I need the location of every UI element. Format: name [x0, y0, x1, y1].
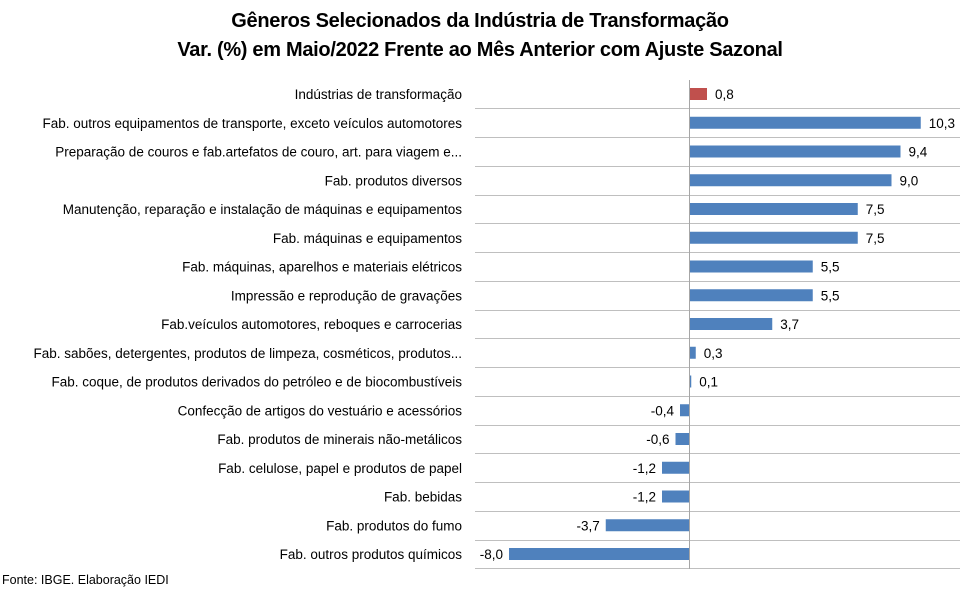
- bar: [680, 404, 689, 417]
- category-label: Fab.veículos automotores, reboques e car…: [161, 317, 462, 332]
- bar: [675, 433, 689, 445]
- bar: [689, 260, 813, 273]
- category-label: Impressão e reprodução de gravações: [231, 288, 462, 303]
- value-label: -0,4: [651, 403, 675, 418]
- value-label: 5,5: [821, 260, 840, 275]
- category-label: Fab. outros equipamentos de transporte, …: [43, 116, 463, 131]
- bar: [689, 346, 696, 359]
- bar: [662, 490, 689, 503]
- chart-subtitle: Var. (%) em Maio/2022 Frente ao Mês Ante…: [177, 39, 783, 61]
- value-label: 0,3: [704, 346, 723, 361]
- bar: [689, 116, 921, 129]
- value-label: 9,0: [900, 173, 919, 188]
- value-label: 7,5: [866, 202, 885, 217]
- bar: [662, 461, 689, 474]
- category-label: Fab. produtos do fumo: [326, 518, 462, 533]
- category-label: Manutenção, reparação e instalação de má…: [63, 202, 463, 217]
- gridlines: [475, 108, 960, 569]
- bar: [689, 318, 773, 330]
- category-label: Fab. produtos de minerais não-metálicos: [217, 432, 462, 447]
- value-label: 9,4: [909, 145, 928, 160]
- category-labels: Indústrias de transformação Fab. outros e…: [34, 87, 463, 562]
- value-label: -8,0: [480, 547, 503, 562]
- bars: [509, 88, 921, 560]
- category-label: Fab. bebidas: [384, 490, 462, 505]
- value-label: 5,5: [821, 288, 840, 303]
- category-label: Fab. outros produtos químicos: [280, 547, 463, 562]
- category-label: Fab. sabões, detergentes, produtos de li…: [34, 346, 463, 361]
- category-label: Fab. celulose, papel e produtos de papel: [218, 461, 462, 476]
- value-label: -1,2: [633, 490, 656, 505]
- value-label: 10,3: [929, 116, 955, 131]
- value-label: 0,8: [715, 87, 734, 102]
- bar: [689, 375, 692, 388]
- category-label: Indústrias de transformação: [295, 87, 462, 102]
- bar: [689, 289, 813, 302]
- value-label: -0,6: [646, 432, 669, 447]
- category-label: Confecção de artigos do vestuário e aces…: [178, 403, 463, 418]
- category-label: Fab. máquinas, aparelhos e materiais elé…: [182, 260, 462, 275]
- value-labels: 0,8 10,39,4 9,0 7,5 7,5 5,5 5,5 3,7 0,3 0,1 -0,4 -0…: [480, 87, 955, 562]
- bar: [689, 231, 858, 244]
- category-label: Fab. máquinas e equipamentos: [273, 231, 462, 246]
- bar: [689, 145, 901, 158]
- bar: [605, 519, 689, 532]
- value-label: 3,7: [780, 317, 799, 332]
- chart-title: Gêneros Selecionados da Indústria de Tra…: [231, 10, 729, 32]
- value-label: -3,7: [576, 518, 599, 533]
- category-label: Fab. coque, de produtos derivados do pet…: [51, 375, 462, 390]
- category-label: Fab. produtos diversos: [325, 173, 463, 188]
- value-label: 7,5: [866, 231, 885, 246]
- bar: [509, 548, 689, 560]
- bar: [689, 203, 858, 215]
- bar: [689, 174, 892, 187]
- bar: [689, 88, 707, 100]
- category-label: Preparação de couros e fab.artefatos de …: [55, 145, 462, 160]
- value-label: 0,1: [699, 375, 718, 390]
- source-note: Fonte: IBGE. Elaboração IEDI: [2, 573, 169, 587]
- value-label: -1,2: [633, 461, 656, 476]
